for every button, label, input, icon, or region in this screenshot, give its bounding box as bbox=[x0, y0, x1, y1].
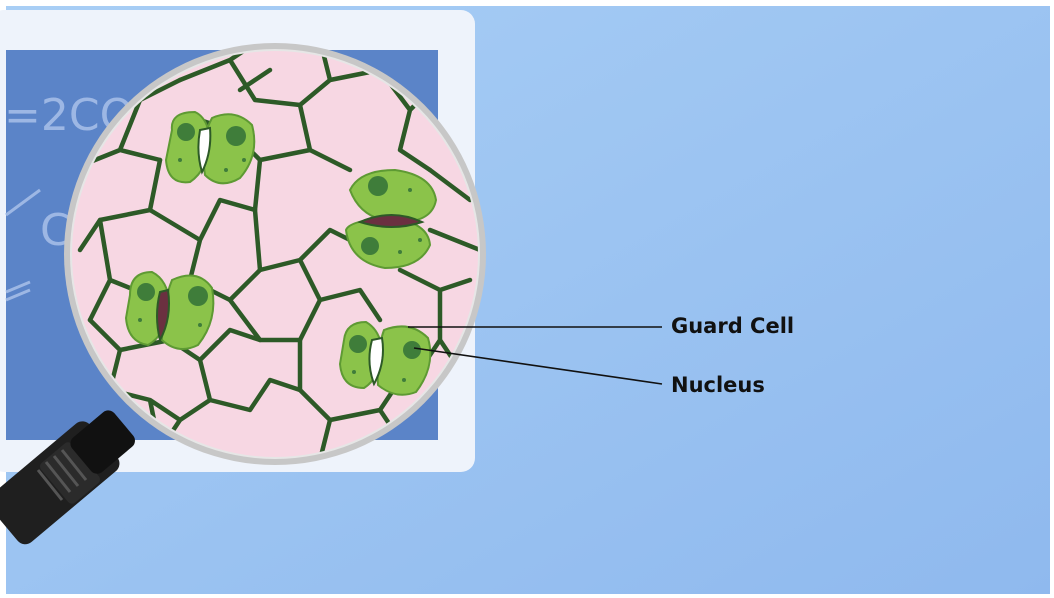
stoma bbox=[124, 270, 215, 350]
nucleus-leader-line bbox=[413, 347, 663, 385]
magnifying-glass-icon bbox=[64, 43, 486, 465]
stoma bbox=[344, 168, 438, 270]
nucleus-label: Nucleus bbox=[671, 373, 765, 397]
stoma bbox=[164, 110, 256, 185]
board-stroke bbox=[5, 280, 31, 302]
stomata bbox=[124, 110, 438, 396]
board-stroke bbox=[5, 188, 41, 217]
guard-cell-label: Guard Cell bbox=[671, 314, 795, 338]
eyepiece-icon bbox=[0, 410, 135, 545]
stoma bbox=[338, 320, 432, 396]
